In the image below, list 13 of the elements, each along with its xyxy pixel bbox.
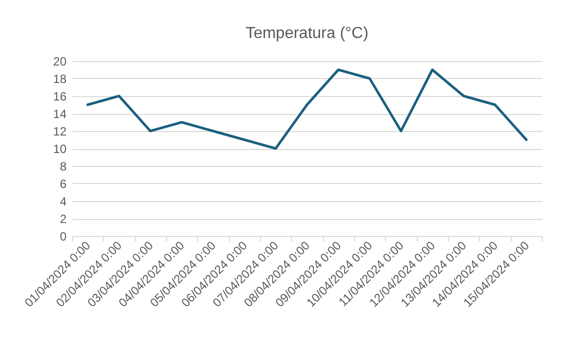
y-tick-label: 0 [60, 230, 67, 244]
line-series [86, 68, 528, 150]
y-tick-label: 6 [60, 177, 67, 191]
y-tick-label: 16 [53, 90, 67, 104]
y-tick-label: 14 [53, 107, 67, 121]
y-tick-label: 8 [60, 160, 67, 174]
y-tick-label: 12 [53, 124, 67, 138]
y-tick-label: 10 [53, 142, 67, 156]
y-tick-label: 2 [60, 212, 67, 226]
y-tick-label: 18 [53, 72, 67, 86]
y-tick-label: 4 [60, 194, 67, 208]
y-tick-label: 20 [53, 54, 67, 68]
chart-title: Temperatura (°C) [246, 25, 368, 42]
